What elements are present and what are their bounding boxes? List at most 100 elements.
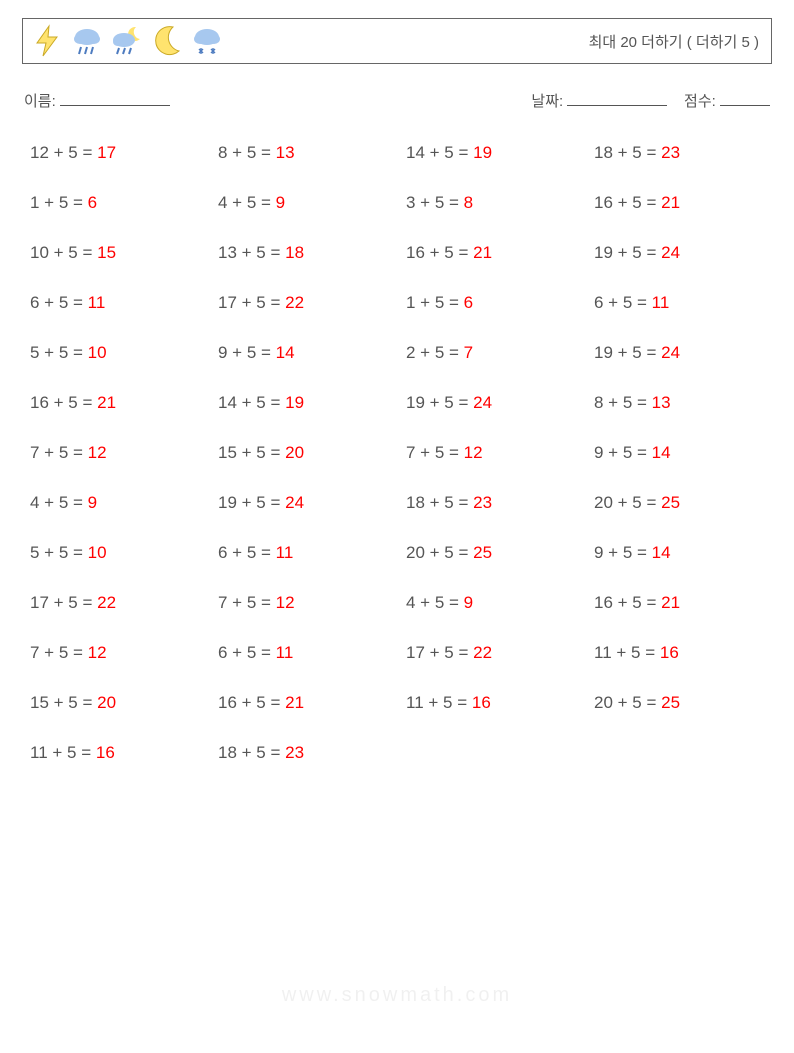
watermark: www.snowmath.com bbox=[0, 984, 794, 1007]
problem-answer: 9 bbox=[276, 193, 285, 212]
problem: 19 + 5 = 24 bbox=[594, 243, 772, 263]
night-rain-cloud-icon bbox=[109, 23, 145, 59]
name-blank[interactable] bbox=[60, 105, 170, 106]
problem-expression: 13 + 5 = bbox=[218, 243, 285, 262]
problem: 8 + 5 = 13 bbox=[218, 143, 396, 163]
snow-cloud-icon bbox=[189, 23, 225, 59]
problem: 14 + 5 = 19 bbox=[218, 393, 396, 413]
problem: 11 + 5 = 16 bbox=[406, 693, 584, 713]
score-blank[interactable] bbox=[720, 105, 770, 106]
problem-answer: 10 bbox=[88, 543, 107, 562]
problem-expression: 5 + 5 = bbox=[30, 543, 88, 562]
problem-answer: 13 bbox=[652, 393, 671, 412]
problem-expression: 17 + 5 = bbox=[30, 593, 97, 612]
date-blank[interactable] bbox=[567, 105, 667, 106]
problem-expression: 18 + 5 = bbox=[218, 743, 285, 762]
problem-answer: 22 bbox=[473, 643, 492, 662]
problem-answer: 24 bbox=[661, 243, 680, 262]
problem-answer: 25 bbox=[473, 543, 492, 562]
problem-answer: 20 bbox=[285, 443, 304, 462]
problem-answer: 24 bbox=[661, 343, 680, 362]
problem: 1 + 5 = 6 bbox=[406, 293, 584, 313]
problem: 2 + 5 = 7 bbox=[406, 343, 584, 363]
problem-expression: 16 + 5 = bbox=[218, 693, 285, 712]
problem: 9 + 5 = 14 bbox=[594, 443, 772, 463]
problem-expression: 6 + 5 = bbox=[30, 293, 88, 312]
date-score-field: 날짜: 점수: bbox=[531, 90, 770, 111]
problem-answer: 21 bbox=[473, 243, 492, 262]
problem: 20 + 5 = 25 bbox=[594, 493, 772, 513]
problem-answer: 12 bbox=[88, 643, 107, 662]
moon-icon bbox=[149, 23, 185, 59]
problem-answer: 22 bbox=[285, 293, 304, 312]
problem: 16 + 5 = 21 bbox=[406, 243, 584, 263]
problem-answer: 20 bbox=[97, 693, 116, 712]
name-field: 이름: bbox=[24, 90, 170, 111]
problem: 11 + 5 = 16 bbox=[30, 743, 208, 763]
problem-answer: 13 bbox=[276, 143, 295, 162]
problem-expression: 20 + 5 = bbox=[594, 493, 661, 512]
problem-expression: 11 + 5 = bbox=[406, 693, 472, 712]
problem: 17 + 5 = 22 bbox=[406, 643, 584, 663]
problem-answer: 6 bbox=[464, 293, 473, 312]
score-label: 점수: bbox=[684, 93, 716, 110]
rain-cloud-icon bbox=[69, 23, 105, 59]
problem-expression: 16 + 5 = bbox=[594, 193, 661, 212]
problem-expression: 6 + 5 = bbox=[218, 543, 276, 562]
problem: 4 + 5 = 9 bbox=[406, 593, 584, 613]
problem: 10 + 5 = 15 bbox=[30, 243, 208, 263]
worksheet-page: 최대 20 더하기 ( 더하기 5 ) 이름: 날짜: 점수: 12 + 5 =… bbox=[0, 0, 794, 1053]
problem-expression: 6 + 5 = bbox=[218, 643, 276, 662]
problem-expression: 4 + 5 = bbox=[406, 593, 464, 612]
date-label: 날짜: bbox=[531, 93, 563, 110]
problem: 5 + 5 = 10 bbox=[30, 343, 208, 363]
problem-expression: 7 + 5 = bbox=[218, 593, 276, 612]
problem-answer: 21 bbox=[97, 393, 116, 412]
problem-expression: 16 + 5 = bbox=[406, 243, 473, 262]
problem-expression: 15 + 5 = bbox=[218, 443, 285, 462]
problem: 6 + 5 = 11 bbox=[30, 293, 208, 313]
problem: 18 + 5 = 23 bbox=[406, 493, 584, 513]
problem-expression: 6 + 5 = bbox=[594, 293, 652, 312]
problem: 7 + 5 = 12 bbox=[30, 443, 208, 463]
problem: 19 + 5 = 24 bbox=[406, 393, 584, 413]
problem-expression: 16 + 5 = bbox=[594, 593, 661, 612]
problem-answer: 6 bbox=[88, 193, 97, 212]
problem-answer: 21 bbox=[661, 193, 680, 212]
problem-expression: 10 + 5 = bbox=[30, 243, 97, 262]
problem-expression: 12 + 5 = bbox=[30, 143, 97, 162]
problem: 15 + 5 = 20 bbox=[30, 693, 208, 713]
problem: 9 + 5 = 14 bbox=[218, 343, 396, 363]
problem-expression: 19 + 5 = bbox=[594, 343, 661, 362]
problem-answer: 9 bbox=[464, 593, 473, 612]
name-label: 이름: bbox=[24, 93, 56, 110]
problem-answer: 24 bbox=[473, 393, 492, 412]
problem-answer: 22 bbox=[97, 593, 116, 612]
problem: 13 + 5 = 18 bbox=[218, 243, 396, 263]
problem-answer: 18 bbox=[285, 243, 304, 262]
problem: 16 + 5 = 21 bbox=[594, 193, 772, 213]
problem-expression: 9 + 5 = bbox=[594, 443, 652, 462]
problem-expression: 11 + 5 = bbox=[30, 743, 96, 762]
problem: 4 + 5 = 9 bbox=[30, 493, 208, 513]
problem: 5 + 5 = 10 bbox=[30, 543, 208, 563]
problem-answer: 21 bbox=[285, 693, 304, 712]
problem: 1 + 5 = 6 bbox=[30, 193, 208, 213]
problem-answer: 11 bbox=[276, 543, 294, 562]
problem-expression: 18 + 5 = bbox=[594, 143, 661, 162]
problem-answer: 11 bbox=[276, 643, 294, 662]
problem-expression: 7 + 5 = bbox=[30, 643, 88, 662]
problem-expression: 20 + 5 = bbox=[594, 693, 661, 712]
problem-expression: 14 + 5 = bbox=[406, 143, 473, 162]
problem-expression: 16 + 5 = bbox=[30, 393, 97, 412]
problem-answer: 19 bbox=[285, 393, 304, 412]
problem: 16 + 5 = 21 bbox=[30, 393, 208, 413]
problem-answer: 11 bbox=[88, 293, 106, 312]
problem: 17 + 5 = 22 bbox=[30, 593, 208, 613]
problem-expression: 17 + 5 = bbox=[218, 293, 285, 312]
problem-answer: 9 bbox=[88, 493, 97, 512]
problem-answer: 16 bbox=[472, 693, 491, 712]
problem: 20 + 5 = 25 bbox=[406, 543, 584, 563]
problem-answer: 14 bbox=[276, 343, 295, 362]
problem-expression: 4 + 5 = bbox=[30, 493, 88, 512]
